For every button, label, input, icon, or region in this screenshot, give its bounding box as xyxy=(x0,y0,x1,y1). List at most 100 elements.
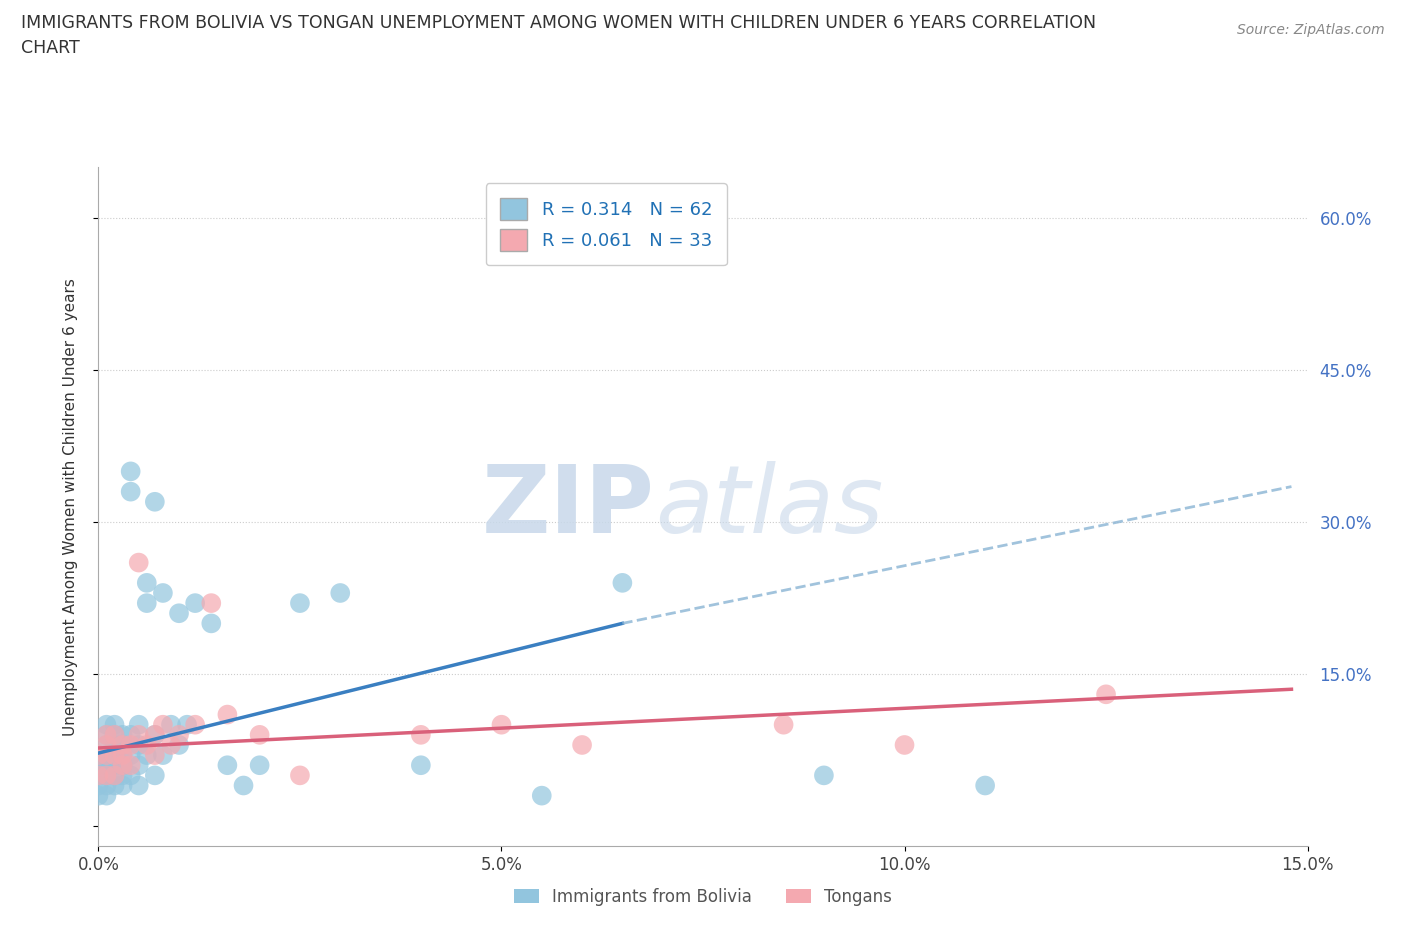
Point xyxy=(120,748,142,763)
Legend: Immigrants from Bolivia, Tongans: Immigrants from Bolivia, Tongans xyxy=(508,881,898,912)
Point xyxy=(200,616,222,631)
Point xyxy=(128,727,150,742)
Point xyxy=(87,768,110,783)
Point xyxy=(128,555,150,570)
Point xyxy=(111,727,134,742)
Point xyxy=(135,737,157,752)
Point xyxy=(96,717,118,732)
Point xyxy=(530,789,553,804)
Point xyxy=(120,758,142,773)
Point xyxy=(120,485,142,499)
Point xyxy=(143,727,166,742)
Point xyxy=(249,758,271,773)
Point xyxy=(184,596,207,611)
Point xyxy=(120,727,142,742)
Point xyxy=(288,768,311,783)
Point xyxy=(409,758,432,773)
Point xyxy=(96,758,118,773)
Point xyxy=(249,727,271,742)
Point xyxy=(103,768,125,783)
Point xyxy=(167,605,190,620)
Point xyxy=(103,768,125,783)
Point xyxy=(103,748,125,763)
Point xyxy=(111,737,134,752)
Point xyxy=(87,758,110,773)
Point xyxy=(96,748,118,763)
Y-axis label: Unemployment Among Women with Children Under 6 years: Unemployment Among Women with Children U… xyxy=(63,278,77,736)
Point xyxy=(103,727,125,742)
Point xyxy=(135,596,157,611)
Point xyxy=(96,789,118,804)
Point xyxy=(1095,687,1118,702)
Point xyxy=(87,789,110,804)
Point xyxy=(143,727,166,742)
Point xyxy=(96,768,118,783)
Point xyxy=(152,748,174,763)
Point xyxy=(135,576,157,591)
Point xyxy=(217,707,239,722)
Point xyxy=(288,596,311,611)
Point xyxy=(120,464,142,479)
Point xyxy=(128,737,150,752)
Point xyxy=(120,737,142,752)
Point xyxy=(96,758,118,773)
Point xyxy=(772,717,794,732)
Point xyxy=(143,768,166,783)
Point xyxy=(160,737,183,752)
Point xyxy=(103,737,125,752)
Point xyxy=(128,717,150,732)
Point xyxy=(160,717,183,732)
Point xyxy=(111,748,134,763)
Point xyxy=(87,748,110,763)
Point xyxy=(96,768,118,783)
Point xyxy=(491,717,513,732)
Point xyxy=(184,717,207,732)
Text: CHART: CHART xyxy=(21,39,80,57)
Point xyxy=(111,758,134,773)
Point xyxy=(103,758,125,773)
Point xyxy=(813,768,835,783)
Point xyxy=(143,495,166,510)
Point xyxy=(329,586,352,601)
Text: ZIP: ZIP xyxy=(482,461,655,552)
Point xyxy=(111,737,134,752)
Point xyxy=(111,758,134,773)
Text: atlas: atlas xyxy=(655,461,883,552)
Point xyxy=(87,768,110,783)
Point xyxy=(167,737,190,752)
Point xyxy=(111,748,134,763)
Point xyxy=(103,748,125,763)
Point xyxy=(96,748,118,763)
Point xyxy=(96,737,118,752)
Point xyxy=(111,758,134,773)
Point xyxy=(152,717,174,732)
Point xyxy=(96,727,118,742)
Point xyxy=(612,576,634,591)
Point xyxy=(176,717,198,732)
Point xyxy=(128,758,150,773)
Point xyxy=(96,778,118,793)
Point xyxy=(200,596,222,611)
Point xyxy=(103,778,125,793)
Point xyxy=(217,758,239,773)
Point xyxy=(974,778,997,793)
Text: IMMIGRANTS FROM BOLIVIA VS TONGAN UNEMPLOYMENT AMONG WOMEN WITH CHILDREN UNDER 6: IMMIGRANTS FROM BOLIVIA VS TONGAN UNEMPL… xyxy=(21,14,1097,32)
Point xyxy=(167,727,190,742)
Text: Source: ZipAtlas.com: Source: ZipAtlas.com xyxy=(1237,23,1385,37)
Point xyxy=(103,727,125,742)
Point xyxy=(152,586,174,601)
Point xyxy=(120,768,142,783)
Point xyxy=(111,778,134,793)
Point xyxy=(232,778,254,793)
Point xyxy=(128,778,150,793)
Point xyxy=(87,748,110,763)
Point xyxy=(96,737,118,752)
Point xyxy=(111,768,134,783)
Legend: R = 0.314   N = 62, R = 0.061   N = 33: R = 0.314 N = 62, R = 0.061 N = 33 xyxy=(486,183,727,265)
Point xyxy=(409,727,432,742)
Point xyxy=(135,748,157,763)
Point xyxy=(96,727,118,742)
Point xyxy=(103,717,125,732)
Point xyxy=(893,737,915,752)
Point xyxy=(143,748,166,763)
